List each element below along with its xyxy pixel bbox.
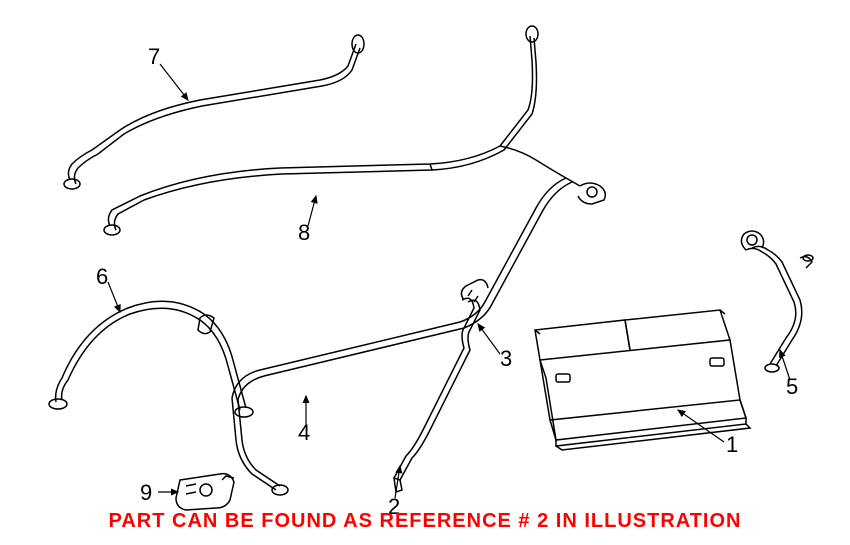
cable-7 [64, 35, 364, 189]
callout-label-3: 3 [500, 346, 512, 372]
footer-note: PART CAN BE FOUND AS REFERENCE # 2 IN IL… [0, 510, 850, 533]
callout-label-7: 7 [148, 44, 160, 70]
callout-label-8: 8 [298, 220, 310, 246]
callout-label-9: 9 [140, 480, 152, 506]
battery-assembly [535, 310, 750, 450]
callout-arrows [108, 64, 790, 498]
cable-4-8 [104, 26, 605, 495]
callout-label-4: 4 [298, 420, 310, 446]
parts-diagram [0, 0, 850, 545]
callout-label-5: 5 [786, 374, 798, 400]
cable-6 [49, 301, 253, 417]
callout-label-1: 1 [726, 432, 738, 458]
callout-label-6: 6 [96, 264, 108, 290]
part-9 [176, 474, 234, 510]
vent-hose [394, 280, 488, 492]
cable-5 [741, 231, 813, 372]
